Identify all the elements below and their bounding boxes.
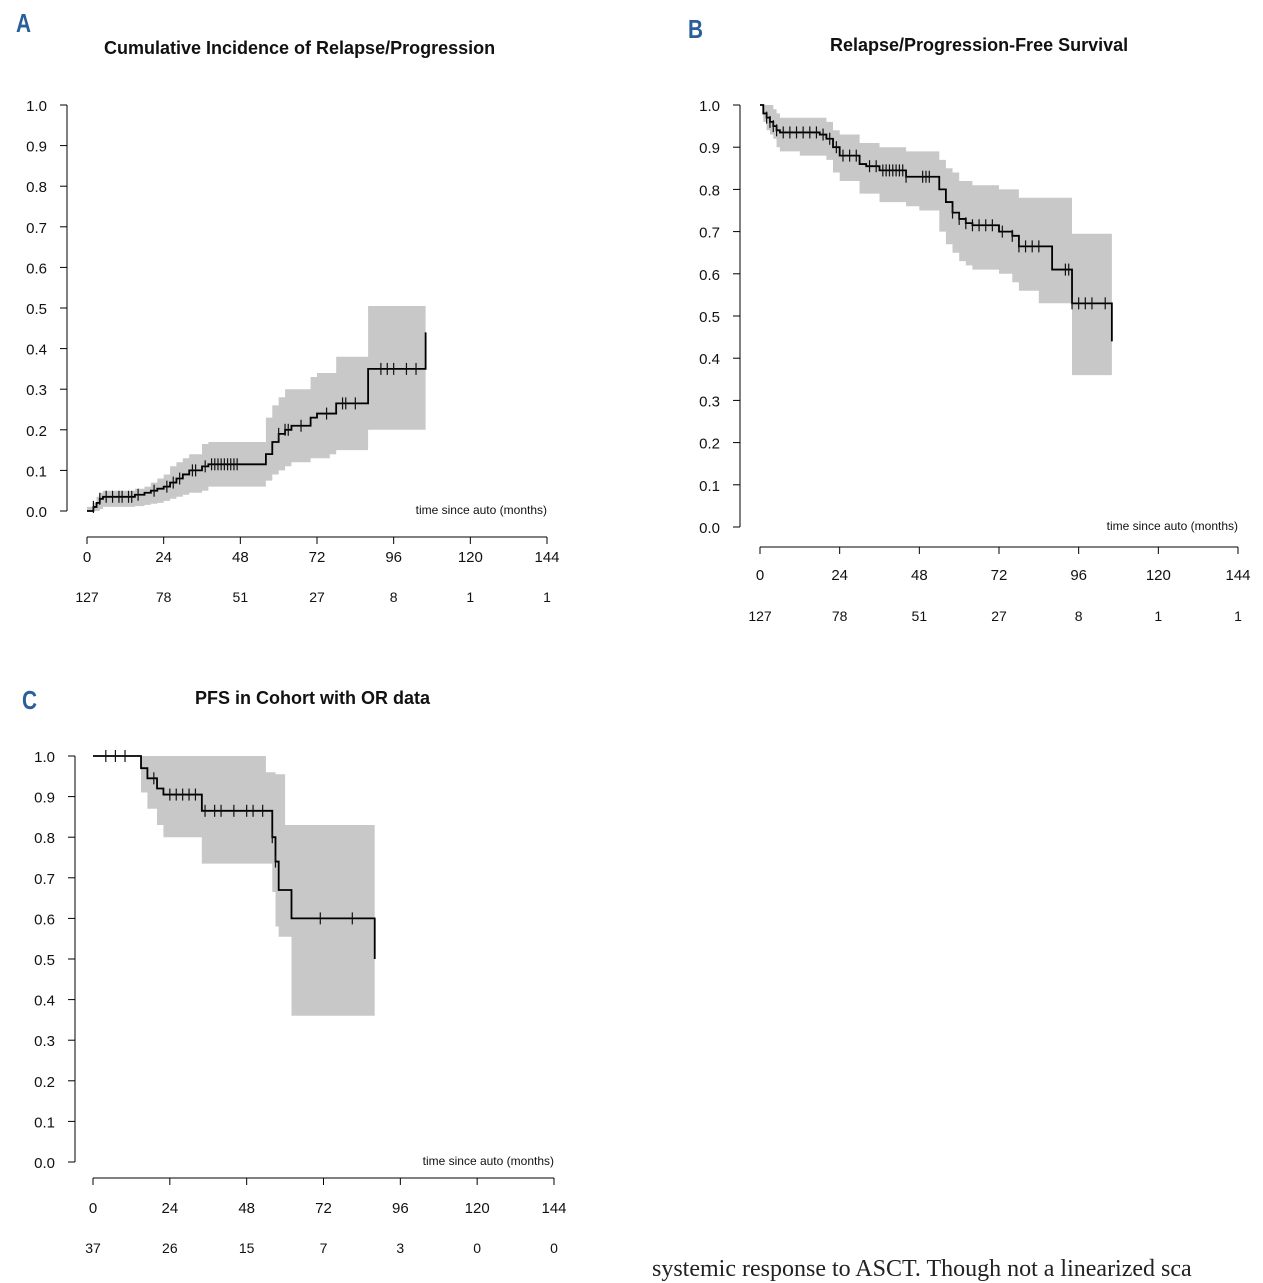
y-tick-label: 0.1 [26, 463, 47, 480]
y-tick-label: 0.7 [34, 871, 55, 888]
at-risk-count: 1 [466, 589, 474, 605]
x-tick-label: 48 [238, 1200, 255, 1217]
at-risk-count: 51 [233, 589, 249, 605]
panel-title-b: Relapse/Progression-Free Survival [830, 35, 1129, 55]
x-tick-label: 24 [161, 1200, 178, 1217]
panel-letter-a: A [16, 8, 32, 38]
x-tick-label: 72 [309, 549, 326, 566]
at-risk-count: 127 [75, 589, 99, 605]
confidence-band [93, 756, 375, 1016]
chart-panel-3: 0.00.10.20.30.40.50.60.70.80.91.00 24 48 72… [34, 749, 566, 1256]
at-risk-count: 27 [991, 608, 1007, 624]
y-tick-label: 0.8 [34, 830, 55, 847]
x-tick-label: 144 [541, 1200, 566, 1217]
at-risk-count: 8 [390, 589, 398, 605]
x-tick-label: 120 [458, 549, 483, 566]
y-tick-label: 0.9 [26, 139, 47, 156]
x-tick-label: 72 [315, 1200, 332, 1217]
at-risk-count: 51 [912, 608, 928, 624]
x-tick-label: 144 [534, 549, 559, 566]
y-tick-label: 0.4 [699, 351, 720, 368]
at-risk-count: 37 [85, 1240, 101, 1256]
y-tick-label: 1.0 [34, 749, 55, 766]
x-tick-label: 48 [911, 567, 928, 584]
y-tick-label: 0.4 [26, 342, 47, 359]
x-axis-label: time since auto (months) [416, 503, 547, 517]
y-tick-label: 0.3 [34, 1033, 55, 1050]
x-tick-label: 120 [465, 1200, 490, 1217]
at-risk-count: 127 [748, 608, 772, 624]
confidence-band [760, 105, 1112, 376]
at-risk-count: 7 [320, 1240, 328, 1256]
y-tick-label: 0.5 [34, 952, 55, 969]
chart-panel-2: 0.0 0.1 0.2 0.3 0.4 0.5 0.6 0.7 0.8 0.9 1.0 0 24 48 72… [699, 98, 1250, 624]
at-risk-count: 15 [239, 1240, 255, 1256]
x-tick-label: 72 [991, 567, 1008, 584]
y-tick-label: 0.9 [34, 790, 55, 807]
y-tick-label: 0.1 [699, 478, 720, 495]
at-risk-count: 3 [396, 1240, 404, 1256]
x-axis-label: time since auto (months) [423, 1154, 554, 1168]
panel-title-a: Cumulative Incidence of Relapse/Progress… [104, 38, 496, 58]
x-tick-label: 0 [756, 567, 764, 584]
y-tick-label: 0.0 [26, 504, 47, 521]
x-tick-label: 0 [83, 549, 91, 566]
y-tick-label: 0.6 [26, 260, 47, 277]
y-tick-label: 0.2 [699, 436, 720, 453]
y-tick-label: 0.2 [34, 1074, 55, 1091]
x-tick-label: 120 [1146, 567, 1171, 584]
at-risk-count: 1 [1234, 608, 1242, 624]
x-tick-label: 96 [392, 1200, 409, 1217]
y-tick-label: 0.7 [699, 225, 720, 242]
y-tick-label: 0.8 [699, 182, 720, 199]
at-risk-count: 0 [550, 1240, 558, 1256]
at-risk-count: 1 [543, 589, 551, 605]
x-tick-label: 48 [232, 549, 249, 566]
x-tick-label: 96 [1070, 567, 1087, 584]
at-risk-count: 0 [473, 1240, 481, 1256]
chart-panel-1: 0.0 0.1 0.2 0.3 0.4 0.5 0.6 0.7 0.8 0.9 1.0 0 24 48 72… [26, 98, 559, 605]
y-tick-label: 0.3 [699, 393, 720, 410]
panel-letter-c: C [22, 685, 38, 715]
at-risk-count: 27 [309, 589, 325, 605]
at-risk-count: 78 [156, 589, 172, 605]
y-tick-label: 0.0 [699, 520, 720, 537]
x-axis-label: time since auto (months) [1107, 519, 1238, 533]
y-tick-label: 0.6 [699, 267, 720, 284]
y-tick-label: 0.0 [34, 1155, 55, 1172]
y-tick-label: 0.9 [699, 140, 720, 157]
x-tick-label: 0 [89, 1200, 97, 1217]
y-tick-label: 1.0 [26, 98, 47, 115]
y-tick-label: 0.3 [26, 382, 47, 399]
estimate-line [93, 755, 376, 959]
y-tick-label: 0.8 [26, 179, 47, 196]
confidence-band [87, 306, 426, 511]
y-tick-label: 0.5 [699, 309, 720, 326]
x-tick-label: 144 [1225, 567, 1250, 584]
panel-title-c: PFS in Cohort with OR data [195, 688, 430, 708]
at-risk-count: 1 [1154, 608, 1162, 624]
y-tick-label: 0.6 [34, 911, 55, 928]
y-tick-label: 0.5 [26, 301, 47, 318]
x-tick-label: 24 [155, 549, 172, 566]
at-risk-count: 78 [832, 608, 848, 624]
at-risk-count: 8 [1075, 608, 1083, 624]
body-text-fragment: systemic response to ASCT. Though not a … [652, 1256, 1192, 1282]
panel-letter-b: B [688, 14, 704, 44]
y-tick-label: 0.7 [26, 220, 47, 237]
y-tick-label: 0.4 [34, 993, 55, 1010]
x-tick-label: 24 [831, 567, 848, 584]
y-tick-label: 0.2 [26, 423, 47, 440]
y-tick-label: 0.1 [34, 1114, 55, 1131]
y-tick-label: 1.0 [699, 98, 720, 115]
at-risk-count: 26 [162, 1240, 178, 1256]
x-tick-label: 96 [385, 549, 402, 566]
